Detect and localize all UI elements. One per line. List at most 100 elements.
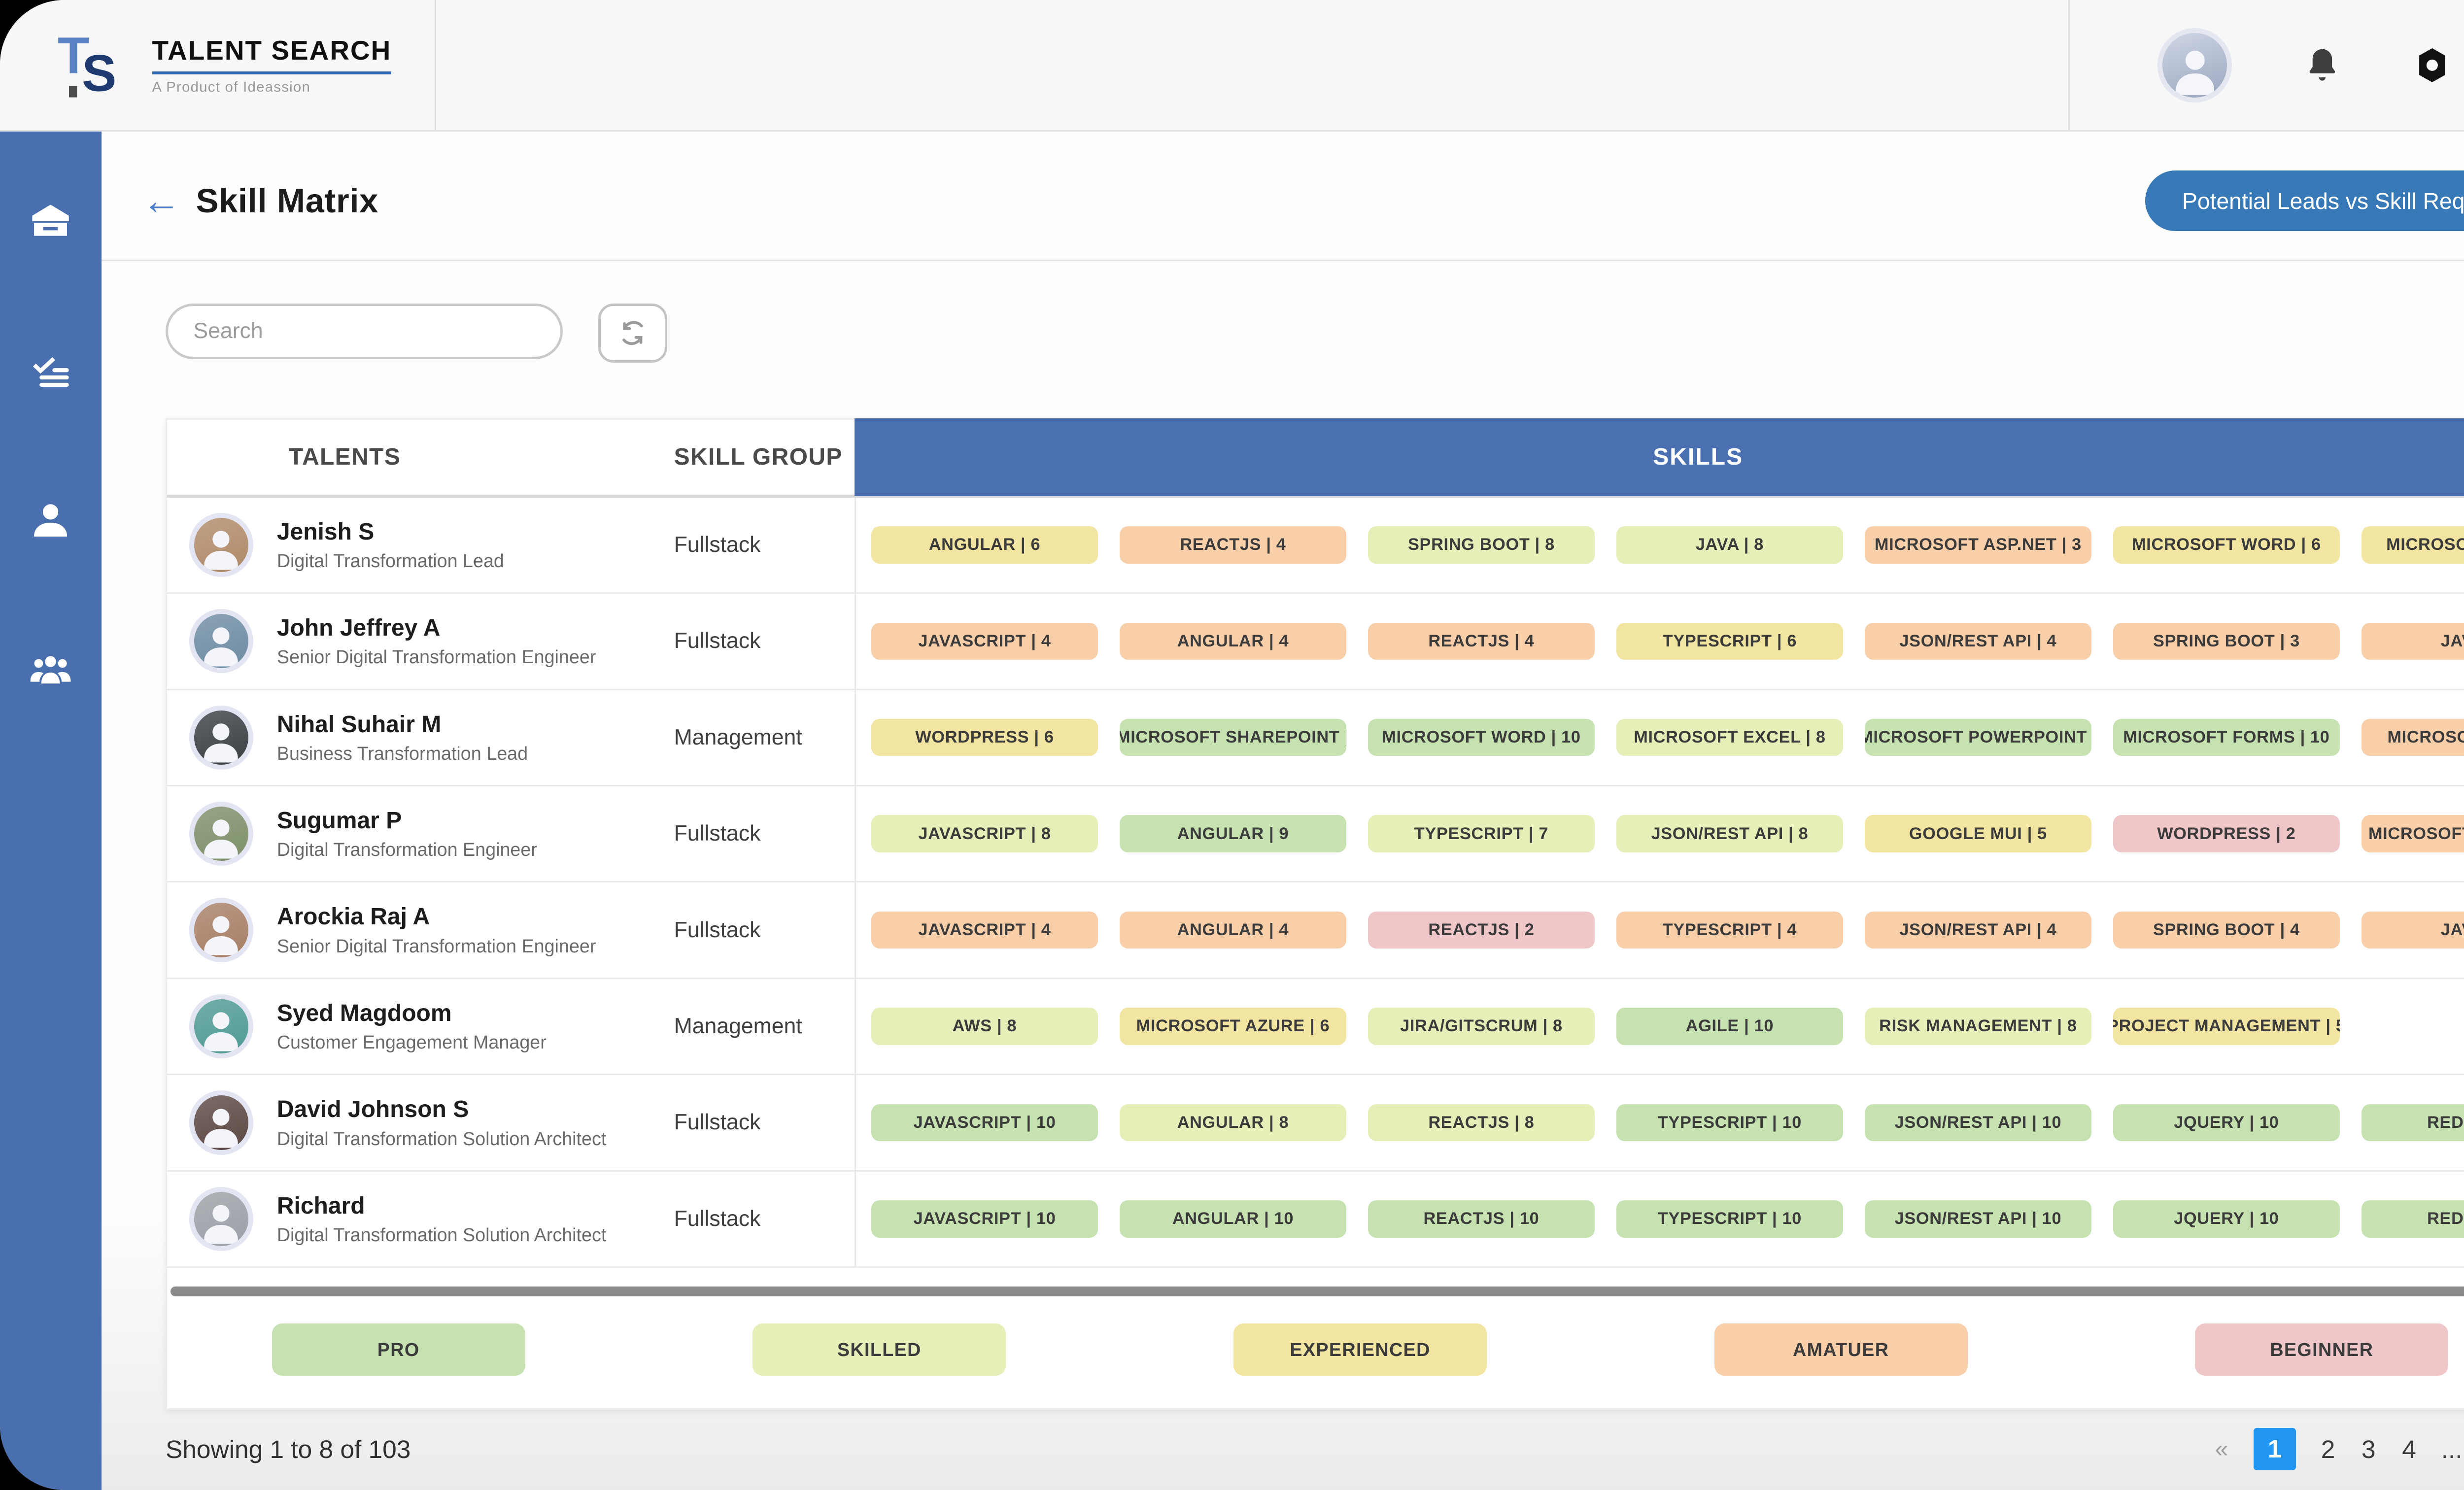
table-row[interactable]: David Johnson S Digital Transformation S… [167, 1075, 2464, 1172]
skill-pill: WORDPRESS | 2 [2113, 815, 2340, 852]
table-row[interactable]: Sugumar P Digital Transformation Enginee… [167, 786, 2464, 883]
talent-cell: Syed Magdoom Customer Engagement Manager [167, 994, 674, 1059]
skill-pill: REACTJS | 10 [1368, 1200, 1595, 1238]
sidebar-item-tasks[interactable] [29, 350, 72, 394]
talent-name: Syed Magdoom [276, 1000, 452, 1026]
svg-text:S: S [82, 45, 116, 102]
skills-cell: JAVASCRIPT | 4 ANGULAR | 4 REACTJS | 2 TYPE… [855, 882, 2464, 978]
search-input[interactable] [165, 303, 563, 359]
skill-pill: PROJECT MANAGEMENT | 5 [2113, 1008, 2340, 1045]
skill-group-cell: Fullstack [674, 917, 761, 942]
pagination-page-1[interactable]: 1 [2254, 1428, 2296, 1470]
talent-avatar [189, 801, 253, 866]
back-arrow-icon[interactable]: ← [141, 179, 181, 223]
table-row[interactable]: Richard Digital Transformation Solution … [167, 1171, 2464, 1268]
skill-pill: JAVA | 4 [2361, 911, 2464, 949]
showing-count: Showing 1 to 8 of 103 [165, 1435, 411, 1464]
skill-pill: JSON/REST API | 10 [1865, 1200, 2091, 1238]
skills-cell: WORDPRESS | 6 MICROSOFT SHAREPOINT | MICRO… [855, 690, 2464, 785]
top-header: T S TALENT SEARCH A Product of Ideassion [0, 0, 2464, 132]
skill-pill: TYPESCRIPT | 4 [1616, 911, 1843, 949]
skill-pill: TYPESCRIPT | 7 [1368, 815, 1595, 852]
settings-gear-icon[interactable] [2413, 46, 2452, 85]
column-header-talents: TALENTS [288, 444, 401, 471]
column-header-skills: SKILLS [855, 418, 2464, 496]
skill-pill: SPRING BOOT | 3 [2113, 622, 2340, 660]
talent-text: Richard Digital Transformation Solution … [277, 1192, 607, 1246]
skill-pill: JAVA | 4 [2361, 622, 2464, 660]
page-title: Skill Matrix [196, 182, 378, 220]
talent-cell: Jenish S Digital Transformation Lead [167, 512, 674, 577]
potential-leads-button[interactable]: Potential Leads vs Skill Requirements [2145, 170, 2464, 231]
table-body: Jenish S Digital Transformation Lead Ful… [167, 497, 2464, 1268]
talent-text: David Johnson S Digital Transformation S… [277, 1096, 607, 1149]
pagination-ellipsis: ... [2441, 1435, 2463, 1464]
table-row[interactable]: Jenish S Digital Transformation Lead Ful… [167, 497, 2464, 594]
skill-pill: RISK MANAGEMENT | 8 [1865, 1008, 2091, 1045]
talent-name: Richard [276, 1192, 365, 1219]
logo-title: TALENT SEARCH [152, 34, 392, 74]
horizontal-scrollbar-thumb[interactable] [170, 1286, 2464, 1297]
skill-pill: MICROSOFT WORD | 6 [2113, 526, 2340, 564]
skill-pill: JAVA | 8 [1616, 526, 1843, 564]
pagination-arrow[interactable]: « [2215, 1436, 2228, 1462]
legend-beginner: BEGINNER [2195, 1323, 2449, 1376]
main-content: ← Skill Matrix Potential Leads vs Skill … [101, 132, 2464, 1490]
table-horizontal-scrollbar [170, 1286, 2464, 1297]
skill-pill: JAVASCRIPT | 10 [871, 1200, 1098, 1238]
skill-group-cell: Fullstack [674, 629, 761, 653]
table-row[interactable]: Syed Magdoom Customer Engagement Manager… [167, 979, 2464, 1076]
legend-amatuer: AMATUER [1714, 1323, 1968, 1376]
skill-pill: MICROSOFT EXCEL | 8 [1616, 719, 1843, 756]
logo-subtitle: A Product of Ideassion [152, 79, 311, 95]
skill-pill: MICROSOFT FORMS | 10 [2113, 719, 2340, 756]
user-icon [34, 504, 68, 537]
header-actions [2068, 0, 2464, 131]
talent-avatar [189, 994, 253, 1059]
skill-pill: MICROSOFT ASP.NET | 3 [1865, 526, 2091, 564]
talent-avatar [189, 1090, 253, 1155]
talent-text: Syed Magdoom Customer Engagement Manager [277, 1000, 547, 1053]
notification-bell-icon[interactable] [2303, 46, 2342, 85]
skill-pill: REACTJS | 2 [1368, 911, 1595, 949]
talent-text: Sugumar P Digital Transformation Enginee… [277, 807, 537, 860]
user-avatar[interactable] [2157, 28, 2232, 102]
talent-role: Business Transformation Lead [276, 743, 528, 764]
talent-role: Customer Engagement Manager [276, 1032, 547, 1053]
talent-avatar [189, 609, 253, 674]
talent-cell: Sugumar P Digital Transformation Enginee… [167, 801, 674, 866]
table-row[interactable]: Nihal Suhair M Business Transformation L… [167, 690, 2464, 786]
table-row[interactable]: Arockia Raj A Senior Digital Transformat… [167, 882, 2464, 979]
skill-pill: MICROSOFT AZURE | 6 [1120, 1008, 1346, 1045]
talent-role: Digital Transformation Engineer [276, 839, 537, 860]
refresh-button[interactable] [598, 303, 668, 363]
skill-pill: REDUX | 10 [2361, 1200, 2464, 1238]
talent-role: Digital Transformation Solution Architec… [276, 1128, 607, 1149]
talent-name: Sugumar P [276, 807, 402, 834]
logo-ts-icon: T S [58, 27, 116, 102]
sidebar-item-home[interactable] [29, 201, 72, 245]
talent-text: Arockia Raj A Senior Digital Transformat… [277, 903, 596, 956]
logo: T S TALENT SEARCH A Product of Ideassion [0, 0, 436, 131]
talent-avatar [189, 898, 253, 962]
talent-role: Senior Digital Transformation Engineer [276, 935, 596, 956]
sidebar-item-talents[interactable] [29, 498, 72, 542]
pagination-page-3[interactable]: 3 [2361, 1435, 2376, 1464]
sidebar-item-teams[interactable] [29, 647, 72, 691]
skill-pill: MICROSOFT EXCEL | [2361, 526, 2464, 564]
skill-pill: MICROSOFT SHAREPOIN [2361, 815, 2464, 852]
tasks-checklist-icon [33, 357, 69, 387]
skill-pill: JQUERY | 10 [2113, 1200, 2340, 1238]
pagination-page-2[interactable]: 2 [2321, 1435, 2335, 1464]
skill-group-cell: Fullstack [674, 821, 761, 846]
skill-pill: AWS | 8 [871, 1008, 1098, 1045]
column-header-skill-group: SKILL GROUP [674, 444, 843, 471]
talent-name: David Johnson S [276, 1096, 469, 1123]
skill-pill: MICROSOFT POWER [2361, 719, 2464, 756]
pagination-page-4[interactable]: 4 [2402, 1435, 2416, 1464]
table-row[interactable]: John Jeffrey A Senior Digital Transforma… [167, 594, 2464, 690]
toolbar [102, 261, 2464, 363]
talent-avatar [189, 705, 253, 770]
